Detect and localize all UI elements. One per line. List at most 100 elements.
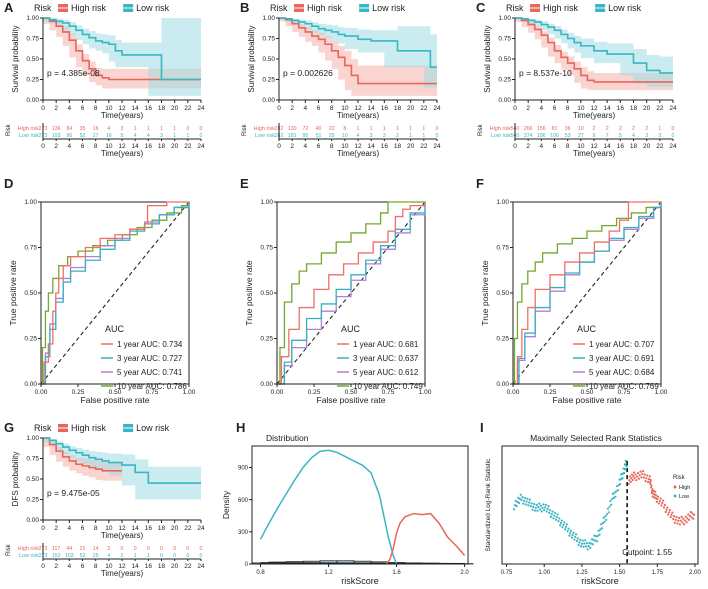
x-tick-label: 0.00 — [35, 389, 48, 396]
x-tick-label: 20 — [407, 105, 415, 112]
y-tick-label: 0.00 — [260, 381, 273, 388]
y-tick-label: 0.50 — [496, 290, 509, 297]
roc-curve — [277, 201, 425, 385]
x-tick-label: 0.75 — [146, 389, 159, 396]
rank-stat-point-high — [691, 512, 694, 515]
rank-stat-point-low — [561, 526, 564, 529]
risk-count: 0 — [134, 546, 137, 552]
x-tick-label: 10 — [577, 105, 585, 112]
x-tick-label: 0 — [513, 105, 517, 112]
x-tick-label: 20 — [171, 105, 179, 112]
rank-stat-point-low — [547, 505, 550, 508]
auc-legend: AUC 1 year AUC: 0.707 3 year AUC: 0.691 5 y… — [573, 324, 659, 391]
legend-label: High risk — [71, 423, 107, 433]
rank-stat-point-low — [532, 505, 535, 509]
rank-stat-point-low — [597, 529, 600, 532]
rank-stat-point-high — [670, 513, 673, 516]
rank-stat-point-high — [683, 519, 687, 522]
legend-swatch — [673, 494, 677, 498]
risk-x-tick-label: 8 — [566, 143, 570, 150]
risk-count: 0 — [186, 553, 189, 559]
risk-x-tick-label: 8 — [330, 143, 334, 150]
rank-stat-point-low — [540, 510, 543, 513]
rank-stat-point-low — [588, 541, 591, 545]
x-tick-label: 1.00 — [183, 389, 196, 396]
rank-stat-point-high — [649, 478, 652, 482]
x-tick-label: 18 — [158, 105, 166, 112]
baseline-density — [260, 562, 465, 565]
risk-count: 1 — [409, 133, 412, 139]
rank-stat-point-low — [554, 518, 558, 521]
rank-stat-point-high — [659, 497, 662, 500]
risk-x-tick-label: 2 — [54, 143, 58, 150]
risk-count: 0 — [173, 553, 176, 559]
rank-stat-point-high — [638, 474, 641, 477]
risk-table-title: Risk — [6, 543, 12, 556]
risk-count: 10 — [578, 126, 584, 132]
x-tick-label: 0.25 — [72, 389, 85, 396]
y-tick-label: 0.00 — [26, 97, 39, 104]
x-axis-title: Time(years) — [101, 111, 144, 120]
x-tick-label: 10 — [341, 105, 349, 112]
y-tick-label: 0.00 — [496, 381, 509, 388]
risk-row-label: Low risk — [491, 133, 511, 139]
roc-panel-F: F 0.00 0.25 0.50 0.75 1.00 0.00 0.25 0.50 0.75 1.0… — [476, 176, 668, 405]
risk-count: 4 — [147, 133, 150, 139]
risk-x-tick-label: 22 — [184, 143, 192, 150]
y-tick-label: 0.00 — [26, 517, 39, 524]
rank-stat-point-low — [598, 533, 601, 536]
cutpoint-label: Cutpoint: 1.55 — [622, 548, 672, 557]
x-tick-label: 8 — [94, 525, 98, 532]
km-legend: Risk High risk Low risk — [34, 423, 170, 433]
y-axis-title: Survival probability — [11, 25, 20, 92]
y-tick-label: 1.00 — [26, 435, 39, 442]
risk-count: 2 — [645, 126, 648, 132]
x-tick-label: 0.75 — [618, 389, 631, 396]
y-tick-label: 0.75 — [260, 245, 273, 252]
rank-stat-point-high — [666, 506, 669, 509]
rank-stat-point-low — [573, 538, 576, 541]
rank-stat-point-low — [564, 528, 567, 531]
x-tick-label: 8 — [330, 105, 334, 112]
risk-count: 0 — [186, 546, 189, 552]
rank-stat-point-high — [643, 473, 646, 476]
rank-stat-point-low — [538, 502, 541, 505]
risk-count: 0 — [672, 133, 675, 139]
risk-count: 90 — [66, 133, 72, 139]
risk-count: 27 — [93, 133, 99, 139]
risk-count: 181 — [288, 133, 297, 139]
y-tick-label: 1.00 — [262, 15, 275, 22]
rank-stat-point-high — [654, 490, 657, 493]
x-tick-label: 12 — [590, 105, 598, 112]
x-axis-title: riskScore — [341, 576, 379, 586]
y-axis-title: True positive rate — [8, 260, 18, 326]
rank-stat-point-high — [629, 480, 632, 484]
risk-count: 25 — [329, 133, 335, 139]
legend-title: Risk — [34, 3, 52, 13]
x-tick-label: 1.6 — [392, 570, 401, 576]
p-value: p = 0.002626 — [283, 68, 333, 78]
rank-stat-point-high — [635, 479, 638, 482]
rank-stat-point-low — [605, 518, 608, 521]
risk-x-tick-label: 4 — [540, 143, 544, 150]
rank-stat-point-low — [606, 507, 609, 510]
rank-stat-point-high — [676, 522, 679, 525]
x-tick-label: 1.00 — [419, 389, 432, 396]
risk-count: 36 — [565, 126, 571, 132]
rank-stat-point-low — [574, 533, 578, 536]
risk-count: 2 — [107, 546, 110, 552]
legend-title: Risk — [506, 3, 524, 13]
legend-title: Risk — [34, 423, 52, 433]
x-tick-label: 4 — [540, 105, 544, 112]
risk-x-axis-title: Time(years) — [573, 149, 616, 158]
panel-label: I — [480, 420, 484, 435]
x-tick-label: 22 — [420, 105, 428, 112]
legend-title: AUC — [577, 324, 597, 334]
y-tick-label: 1.00 — [24, 199, 37, 206]
y-axis-title: True positive rate — [480, 260, 490, 326]
rank-stat-point-low — [594, 539, 597, 542]
rank-stat-point-low — [572, 531, 575, 534]
rank-stat-point-low — [567, 527, 570, 530]
